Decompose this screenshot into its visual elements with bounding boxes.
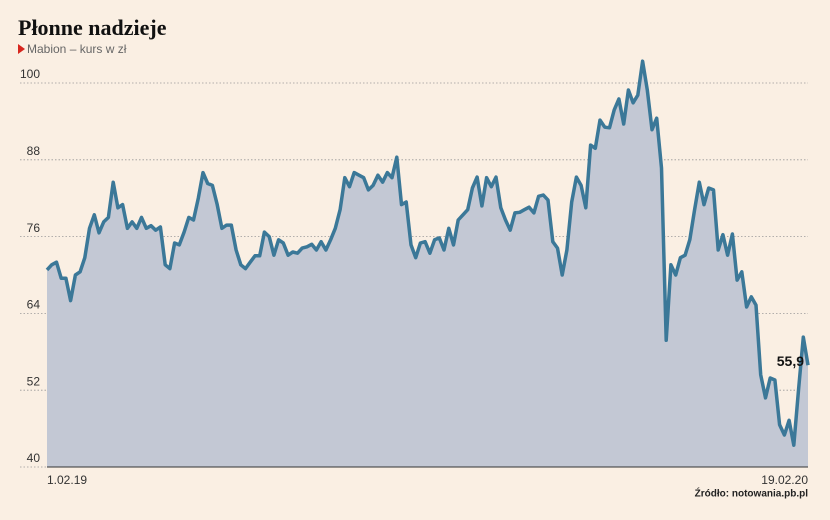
x-tick-label: 19.02.20 xyxy=(761,473,808,487)
y-tick-label: 52 xyxy=(27,374,41,388)
y-tick-label: 40 xyxy=(27,451,41,465)
area-fill xyxy=(47,61,808,467)
value-label: 55,9 xyxy=(777,353,804,369)
y-tick-label: 100 xyxy=(20,67,40,81)
chart-title: Płonne nadzieje xyxy=(18,15,167,40)
y-tick-label: 88 xyxy=(27,144,41,158)
chart-subtitle: Mabion – kurs w zł xyxy=(27,42,127,56)
price-line xyxy=(45,59,810,447)
source: Źródło: notowania.pb.pl xyxy=(695,487,809,500)
x-tick-label: 1.02.19 xyxy=(47,473,87,487)
y-tick-label: 76 xyxy=(27,221,41,235)
y-tick-label: 64 xyxy=(27,298,41,312)
subtitle-marker xyxy=(18,44,25,54)
